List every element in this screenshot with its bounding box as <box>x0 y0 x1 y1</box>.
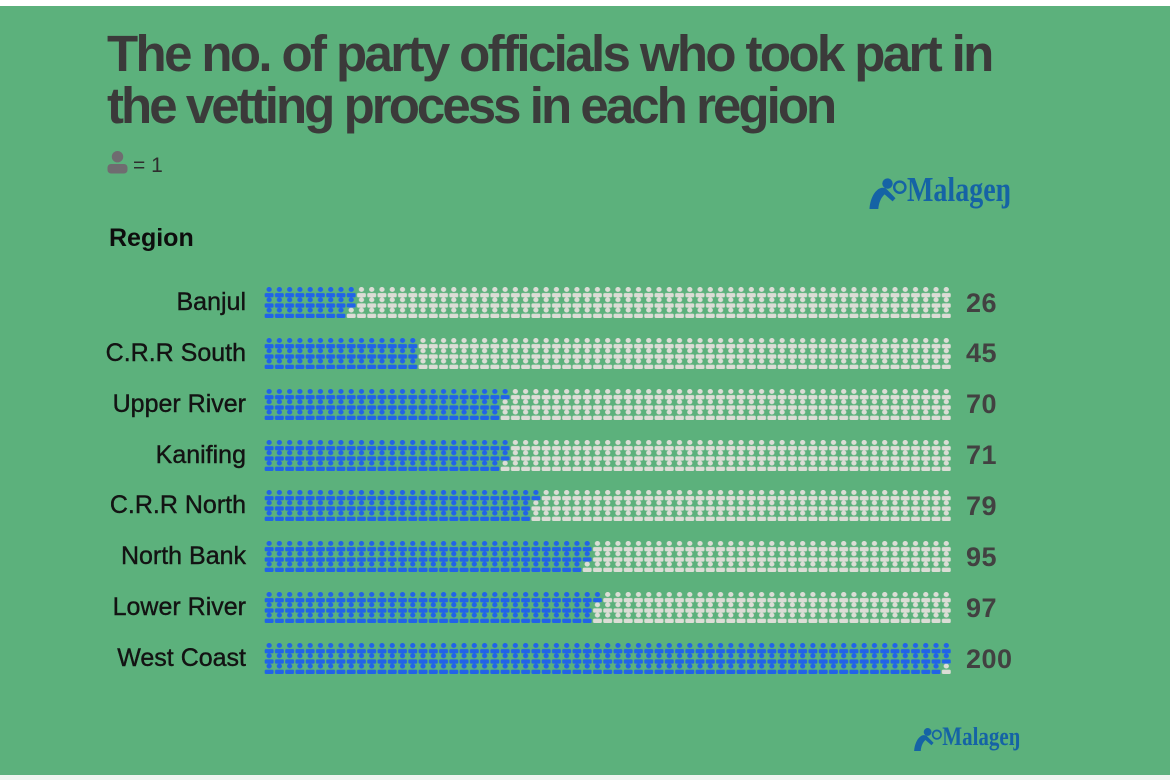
svg-text:Malageŋ: Malageŋ <box>907 177 1011 209</box>
